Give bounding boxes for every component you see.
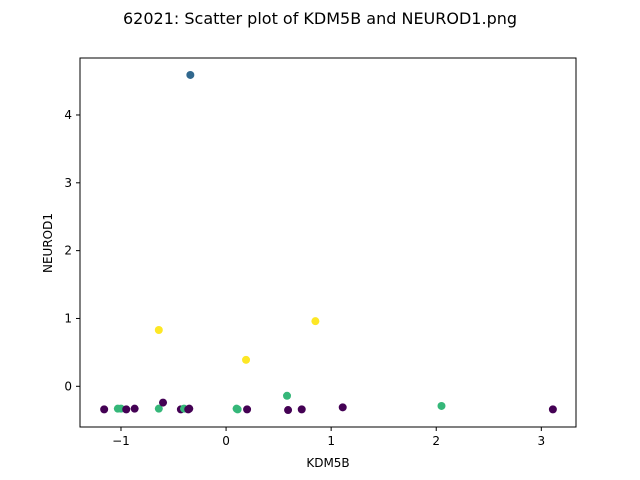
y-tick-label: 1 bbox=[64, 311, 72, 325]
scatter-point bbox=[100, 405, 109, 414]
scatter-point bbox=[243, 405, 252, 414]
scatter-point bbox=[311, 317, 320, 326]
scatter-point bbox=[159, 398, 168, 407]
data-points bbox=[100, 70, 557, 415]
scatter-point bbox=[437, 401, 446, 410]
y-axis-ticks: 0 1 2 3 4 bbox=[64, 108, 80, 393]
x-tick-label: 0 bbox=[222, 434, 230, 448]
plot-area-frame bbox=[79, 57, 577, 428]
scatter-point bbox=[338, 403, 347, 412]
x-tick-label: −1 bbox=[112, 434, 130, 448]
scatter-point bbox=[154, 404, 163, 413]
y-tick-label: 2 bbox=[64, 244, 72, 258]
scatter-point bbox=[297, 405, 306, 414]
scatter-point bbox=[242, 355, 251, 364]
y-axis-label: NEUROD1 bbox=[41, 213, 55, 273]
x-tick-label: 1 bbox=[327, 434, 335, 448]
scatter-point bbox=[154, 326, 163, 335]
y-tick-label: 3 bbox=[64, 176, 72, 190]
scatter-point bbox=[130, 404, 139, 413]
scatter-point bbox=[122, 405, 131, 414]
scatter-point bbox=[185, 404, 194, 413]
scatter-point bbox=[284, 406, 293, 415]
x-tick-label: 3 bbox=[538, 434, 546, 448]
scatter-point bbox=[548, 405, 557, 414]
chart-title: 62021: Scatter plot of KDM5B and NEUROD1… bbox=[123, 9, 517, 28]
x-axis-label: KDM5B bbox=[306, 456, 349, 470]
y-tick-label: 0 bbox=[64, 379, 72, 393]
scatter-point bbox=[186, 70, 195, 79]
x-tick-label: 2 bbox=[432, 434, 440, 448]
scatter-point bbox=[233, 405, 242, 414]
x-axis-ticks: −1 0 1 2 3 bbox=[112, 427, 545, 448]
y-tick-label: 4 bbox=[64, 108, 72, 122]
scatter-point bbox=[283, 391, 292, 400]
